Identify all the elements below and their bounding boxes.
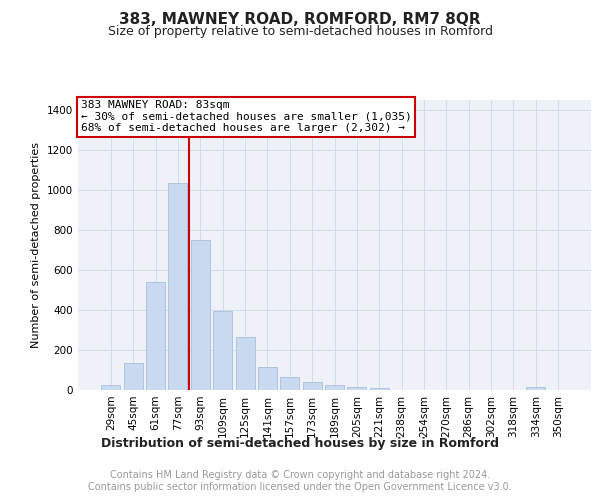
Bar: [370, 388, 389, 390]
Bar: [302, 382, 322, 390]
Bar: [213, 311, 232, 390]
Text: Distribution of semi-detached houses by size in Romford: Distribution of semi-detached houses by …: [101, 438, 499, 450]
Bar: [169, 183, 187, 390]
Bar: [347, 387, 367, 390]
Bar: [191, 240, 210, 390]
Text: Size of property relative to semi-detached houses in Romford: Size of property relative to semi-detach…: [107, 25, 493, 38]
Y-axis label: Number of semi-detached properties: Number of semi-detached properties: [31, 142, 41, 348]
Text: 383, MAWNEY ROAD, ROMFORD, RM7 8QR: 383, MAWNEY ROAD, ROMFORD, RM7 8QR: [119, 12, 481, 28]
Bar: [280, 377, 299, 390]
Text: 383 MAWNEY ROAD: 83sqm
← 30% of semi-detached houses are smaller (1,035)
68% of : 383 MAWNEY ROAD: 83sqm ← 30% of semi-det…: [80, 100, 412, 133]
Text: Contains HM Land Registry data © Crown copyright and database right 2024.: Contains HM Land Registry data © Crown c…: [110, 470, 490, 480]
Bar: [146, 282, 165, 390]
Bar: [325, 385, 344, 390]
Bar: [101, 385, 121, 390]
Bar: [236, 337, 254, 390]
Bar: [124, 363, 143, 390]
Bar: [526, 387, 545, 390]
Bar: [258, 367, 277, 390]
Text: Contains public sector information licensed under the Open Government Licence v3: Contains public sector information licen…: [88, 482, 512, 492]
